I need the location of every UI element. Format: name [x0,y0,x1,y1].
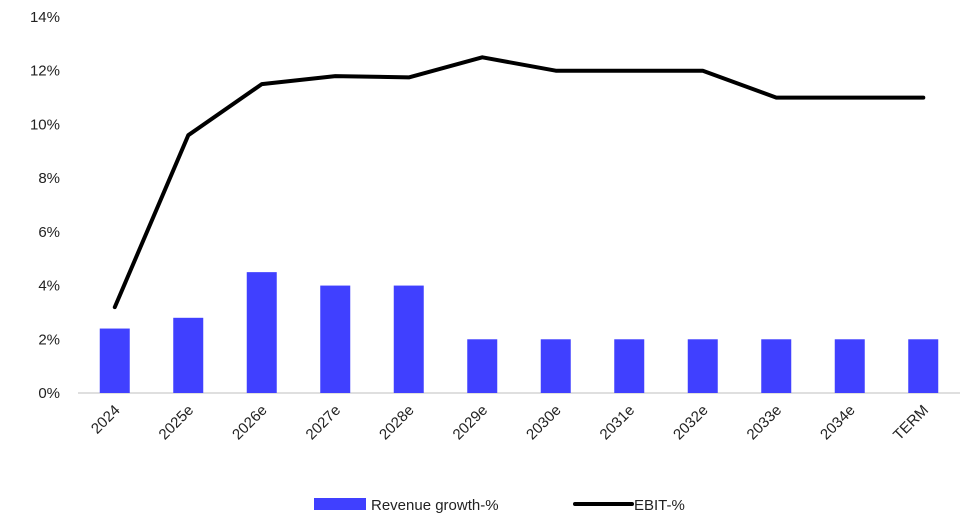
x-tick-label: 2033e [744,402,786,444]
bar-revenue-growth [540,339,571,393]
x-tick-label: 2031e [597,402,639,444]
x-tick-label: 2025e [156,402,198,444]
y-axis-ticks: 0% 2% 4% 6% 8% 10% 12% 14% [30,9,60,402]
x-tick-label: 2028e [376,402,418,444]
bar-revenue-growth [173,317,204,393]
bar-revenue-growth [320,285,351,393]
x-tick-label: TERM [890,402,932,444]
x-axis-ticks: 2024 2025e 2026e 2027e 2028e 2029e 2030e 2031e 2… [88,402,932,444]
y-tick-label: 6% [38,224,60,241]
y-tick-label: 12% [30,63,60,80]
x-tick-label: 2032e [670,402,712,444]
legend-label-ebit: EBIT-% [634,497,685,514]
ebit-line-group [112,55,926,310]
revenue-growth-bars [99,272,939,393]
x-tick-label: 2029e [450,402,492,444]
y-tick-label: 10% [30,116,60,133]
legend-label-revenue-growth: Revenue growth-% [371,497,499,514]
x-tick-label: 2034e [817,402,859,444]
bar-revenue-growth [687,339,718,393]
bar-revenue-growth [393,285,424,393]
bar-revenue-growth [614,339,645,393]
y-tick-label: 4% [38,278,60,295]
bar-revenue-growth [246,272,277,393]
x-tick-label: 2030e [523,402,565,444]
legend: Revenue growth-% EBIT-% [314,497,685,514]
bar-revenue-growth [834,339,865,393]
y-tick-label: 0% [38,385,60,402]
x-tick-label: 2027e [303,402,345,444]
x-tick-label: 2026e [229,402,271,444]
y-tick-label: 14% [30,9,60,26]
y-tick-label: 8% [38,170,60,187]
bar-revenue-growth [908,339,939,393]
legend-swatch-revenue-growth [314,498,366,510]
bar-revenue-growth [99,328,130,393]
line-ebit [112,55,926,310]
bar-revenue-growth [467,339,498,393]
y-tick-label: 2% [38,331,60,348]
x-tick-label: 2024 [88,402,124,438]
bar-revenue-growth [761,339,792,393]
